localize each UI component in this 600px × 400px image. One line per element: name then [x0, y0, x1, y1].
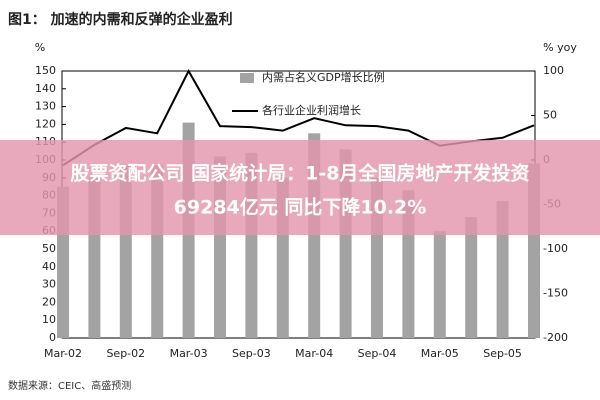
y-tick-label: 40 — [42, 260, 56, 273]
source: 数据来源：CEIC、高盛预测 — [8, 379, 131, 392]
x-tick-label: Mar-04 — [295, 347, 333, 360]
bar — [496, 200, 509, 338]
y2-tick-label: 100 — [543, 64, 564, 77]
y-tick-label: 0 — [49, 331, 56, 344]
y-tick-label: 120 — [35, 117, 56, 130]
overlay-text: 69284亿元 同比下降10.2% — [174, 196, 427, 219]
x-tick-label: Mar-03 — [170, 347, 208, 360]
legend-label: 各行业企业利润增长 — [262, 103, 361, 117]
y-tick-label: 50 — [42, 242, 56, 255]
x-tick-label: Mar-02 — [44, 347, 82, 360]
y-tick-label: 140 — [35, 82, 56, 95]
legend-label: 内需占名义GDP增长比例 — [262, 70, 385, 84]
y-tick-label: 130 — [35, 100, 56, 113]
y-tick-label: 10 — [42, 313, 56, 326]
y2-tick-label: 50 — [543, 109, 557, 122]
x-tick-label: Sep-04 — [358, 347, 397, 360]
x-tick-label: Sep-05 — [483, 347, 522, 360]
legend-swatch — [240, 73, 254, 83]
overlay-banner — [0, 140, 600, 235]
y2-axis-label: % yoy — [543, 41, 577, 54]
x-tick-label: Sep-03 — [232, 347, 271, 360]
y-tick-label: 20 — [42, 295, 56, 308]
y2-tick-label: -200 — [543, 331, 568, 344]
bar — [433, 231, 446, 338]
chart-title: 图1： 加速的内需和反弹的企业盈利 — [8, 11, 233, 28]
y2-tick-label: -100 — [543, 242, 568, 255]
bar — [465, 216, 478, 338]
x-tick-label: Mar-05 — [421, 347, 459, 360]
y-axis-label: % — [35, 41, 45, 54]
y-tick-label: 150 — [35, 64, 56, 77]
overlay-text: 股票资配公司 国家统计局：1-8月全国房地产开发投资 — [71, 162, 530, 185]
y2-tick-label: -150 — [543, 287, 568, 300]
x-tick-label: Sep-02 — [106, 347, 145, 360]
y-tick-label: 30 — [42, 278, 56, 291]
